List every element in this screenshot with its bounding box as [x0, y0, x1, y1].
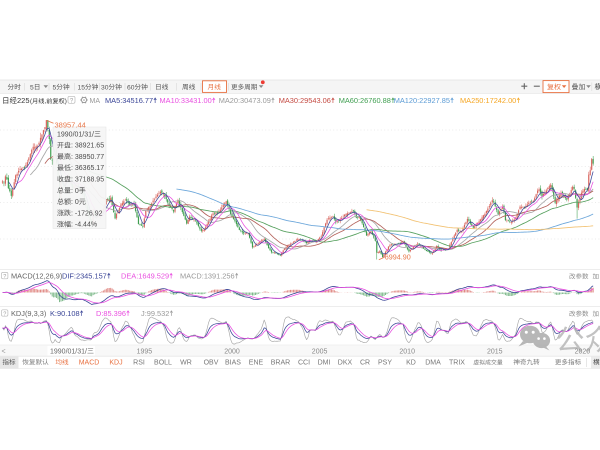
svg-text:,: , — [44, 98, 46, 105]
svg-text:MA250:17242.00: MA250:17242.00 — [460, 96, 516, 105]
svg-text:: 0: : 0 — [71, 188, 79, 195]
svg-text:2005: 2005 — [312, 348, 328, 355]
svg-text:?: ? — [70, 98, 74, 104]
svg-text:2010: 2010 — [399, 348, 415, 355]
svg-text:DKX: DKX — [338, 359, 353, 366]
svg-text:6994.90: 6994.90 — [385, 253, 411, 262]
svg-text:1995: 1995 — [137, 348, 153, 355]
svg-text:MA: MA — [90, 98, 101, 105]
svg-text:2000: 2000 — [224, 348, 240, 355]
svg-text:?: ? — [3, 274, 6, 280]
svg-text:5: 5 — [53, 84, 57, 91]
svg-text:1990/01/31/: 1990/01/31/ — [50, 348, 87, 355]
svg-text:CR: CR — [360, 359, 370, 366]
svg-text:J:99.532: J:99.532 — [141, 309, 169, 318]
svg-text:MA20:30473.09: MA20:30473.09 — [219, 96, 271, 105]
svg-text:60: 60 — [127, 84, 135, 91]
svg-text:5: 5 — [30, 84, 34, 91]
svg-text:<: < — [2, 348, 6, 355]
svg-text:MACD:1391.256: MACD:1391.256 — [180, 272, 235, 281]
svg-text:PSY: PSY — [378, 359, 392, 366]
svg-text:DMA: DMA — [425, 359, 441, 366]
svg-text:MACD(12,26,9): MACD(12,26,9) — [11, 272, 62, 281]
svg-text:MA10:33431.00: MA10:33431.00 — [160, 96, 212, 105]
svg-text:WR: WR — [180, 359, 192, 366]
svg-text:BRAR: BRAR — [271, 359, 290, 366]
svg-text:BOLL: BOLL — [154, 359, 172, 366]
svg-text:RSI: RSI — [133, 359, 145, 366]
svg-text:2015: 2015 — [487, 348, 503, 355]
svg-text:): ) — [65, 98, 67, 105]
svg-text:K:90.108: K:90.108 — [50, 309, 80, 318]
svg-text:BIAS: BIAS — [225, 359, 241, 366]
svg-text:MA30:29543.06: MA30:29543.06 — [279, 96, 331, 105]
svg-text:(: ( — [30, 98, 33, 105]
svg-text:: -1726.92: : -1726.92 — [71, 210, 103, 217]
svg-text:MA5:34516.77: MA5:34516.77 — [105, 96, 153, 105]
svg-text:MA60:26760.88: MA60:26760.88 — [339, 96, 391, 105]
svg-text:: 38921.65: : 38921.65 — [71, 143, 104, 150]
svg-text:30: 30 — [101, 84, 109, 91]
svg-text:2020: 2020 — [575, 348, 591, 355]
svg-text:: -4.44%: : -4.44% — [71, 222, 97, 229]
svg-text:DEA:1649.529: DEA:1649.529 — [121, 272, 169, 281]
svg-text:225: 225 — [17, 96, 30, 105]
svg-text:KD: KD — [406, 359, 416, 366]
svg-text:KDJ: KDJ — [109, 359, 122, 366]
svg-text:MA120:22927.85: MA120:22927.85 — [394, 96, 450, 105]
svg-text:: 37188.95: : 37188.95 — [71, 177, 104, 184]
svg-text:OBV: OBV — [204, 359, 219, 366]
svg-text:DMI: DMI — [318, 359, 331, 366]
svg-text:KDJ(9,3,3): KDJ(9,3,3) — [11, 309, 46, 318]
svg-text:DIF:2345.157: DIF:2345.157 — [62, 272, 107, 281]
svg-text:: 36365.17: : 36365.17 — [71, 165, 104, 172]
svg-text:MACD: MACD — [79, 359, 100, 366]
svg-text:CCI: CCI — [298, 359, 310, 366]
svg-text:ENE: ENE — [249, 359, 264, 366]
svg-text:TRIX: TRIX — [449, 359, 465, 366]
svg-text:: 38950.77: : 38950.77 — [71, 154, 104, 161]
svg-text:D:85.396: D:85.396 — [96, 309, 126, 318]
svg-text:15: 15 — [78, 84, 86, 91]
svg-text:?: ? — [3, 311, 6, 317]
svg-text:: 0: : 0 — [71, 199, 79, 206]
svg-text:1990/01/31/: 1990/01/31/ — [57, 131, 94, 138]
svg-text:38957.44: 38957.44 — [55, 121, 86, 130]
